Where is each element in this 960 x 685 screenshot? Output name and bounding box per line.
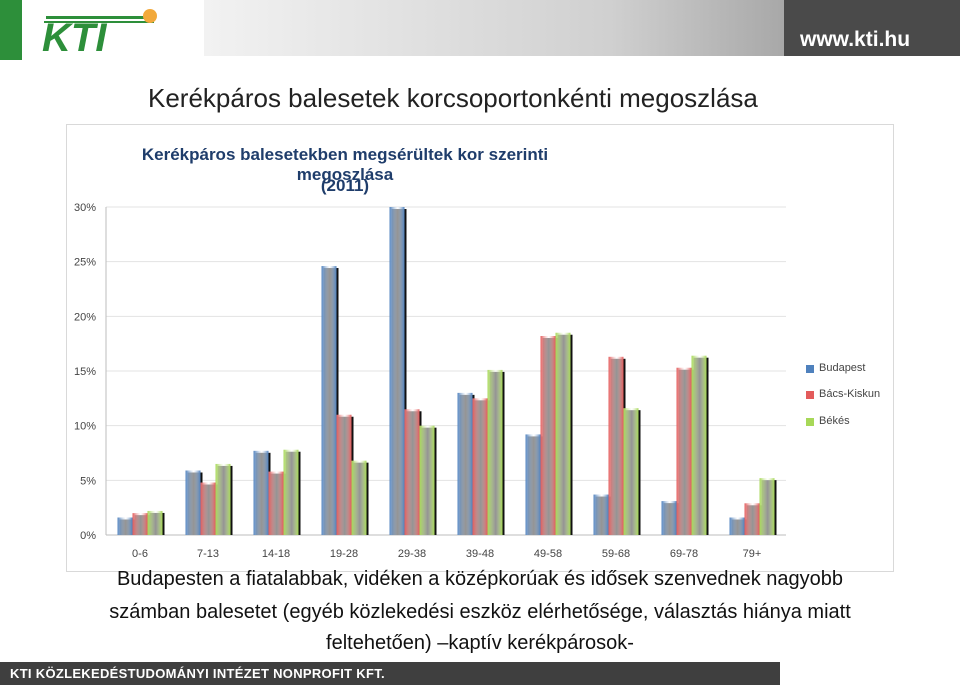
legend-swatch-bekes xyxy=(806,418,814,426)
bar xyxy=(593,494,609,535)
slide-title: Kerékpáros balesetek korcsoportonkénti m… xyxy=(148,83,758,113)
caption-line-1: Budapesten a fiatalabbak, vidéken a közé… xyxy=(116,568,844,590)
y-tick-label: 0% xyxy=(80,530,96,542)
x-tick-label: 59-68 xyxy=(602,548,630,560)
bar xyxy=(200,482,216,535)
x-tick-label: 49-58 xyxy=(534,548,562,560)
legend-swatch-bacs-kiskun xyxy=(806,391,814,399)
bar xyxy=(487,369,503,535)
bar xyxy=(321,266,337,535)
bar xyxy=(691,355,707,535)
header-green-bar xyxy=(0,0,22,60)
footer-bar xyxy=(0,662,780,685)
chart-frame xyxy=(66,124,894,572)
bar xyxy=(540,336,556,535)
y-tick-label: 5% xyxy=(80,475,96,487)
logo-ball-icon xyxy=(143,9,157,23)
x-tick-label: 79+ xyxy=(743,548,762,560)
bar xyxy=(117,517,133,535)
y-tick-label: 10% xyxy=(74,421,96,433)
bar xyxy=(253,450,269,535)
legend-label-bekes: Békés xyxy=(819,415,850,427)
bar xyxy=(283,449,299,535)
bar xyxy=(389,207,405,535)
bar xyxy=(147,510,163,535)
bar xyxy=(555,332,571,535)
footer-text: KTI KÖZLEKEDÉSTUDOMÁNYI INTÉZET NONPROFI… xyxy=(10,666,385,681)
url-box xyxy=(784,0,960,56)
bar xyxy=(132,513,148,535)
bar xyxy=(268,471,284,535)
bar xyxy=(608,356,624,535)
bar xyxy=(419,425,435,535)
bar xyxy=(676,367,692,535)
chart-title-line-2: (2011) xyxy=(320,176,370,195)
bar xyxy=(661,501,677,535)
bar xyxy=(729,517,745,535)
x-tick-label: 0-6 xyxy=(132,548,148,560)
bar xyxy=(404,409,420,535)
legend-label-budapest: Budapest xyxy=(819,362,866,374)
legend-label-bacs-kiskun: Bács-Kiskun xyxy=(819,388,881,400)
logo-stripe xyxy=(44,21,154,23)
y-tick-label: 25% xyxy=(74,257,96,269)
bar xyxy=(472,398,488,535)
bar xyxy=(744,503,760,535)
y-tick-label: 30% xyxy=(74,202,96,214)
y-tick-label: 15% xyxy=(74,366,96,378)
x-tick-label: 19-28 xyxy=(330,548,358,560)
logo-stripe xyxy=(46,16,156,19)
logo-text: KTI xyxy=(42,16,107,60)
x-tick-label: 29-38 xyxy=(398,548,426,560)
caption-line-2: számban balesetet (egyéb közlekedési esz… xyxy=(109,601,851,623)
header-url[interactable]: www.kti.hu xyxy=(800,28,911,51)
x-tick-label: 7-13 xyxy=(197,548,219,560)
legend-swatch-budapest xyxy=(806,365,814,373)
bar xyxy=(457,392,473,535)
bar xyxy=(759,478,775,535)
x-tick-label: 69-78 xyxy=(670,548,698,560)
caption-line-3: feltehetően) –kaptív kerékpárosok- xyxy=(326,632,634,654)
x-tick-label: 39-48 xyxy=(466,548,494,560)
kti-logo: KTI xyxy=(42,9,157,60)
bar xyxy=(215,463,231,535)
bar xyxy=(623,408,639,535)
y-tick-label: 20% xyxy=(74,311,96,323)
x-tick-label: 14-18 xyxy=(262,548,290,560)
bar xyxy=(351,460,367,535)
bar xyxy=(525,434,541,535)
bar xyxy=(185,470,201,535)
header-band xyxy=(204,0,784,56)
chart-title-line-1: Kerékpáros balesetekben megsérültek kor … xyxy=(141,145,549,184)
bar xyxy=(336,414,352,535)
